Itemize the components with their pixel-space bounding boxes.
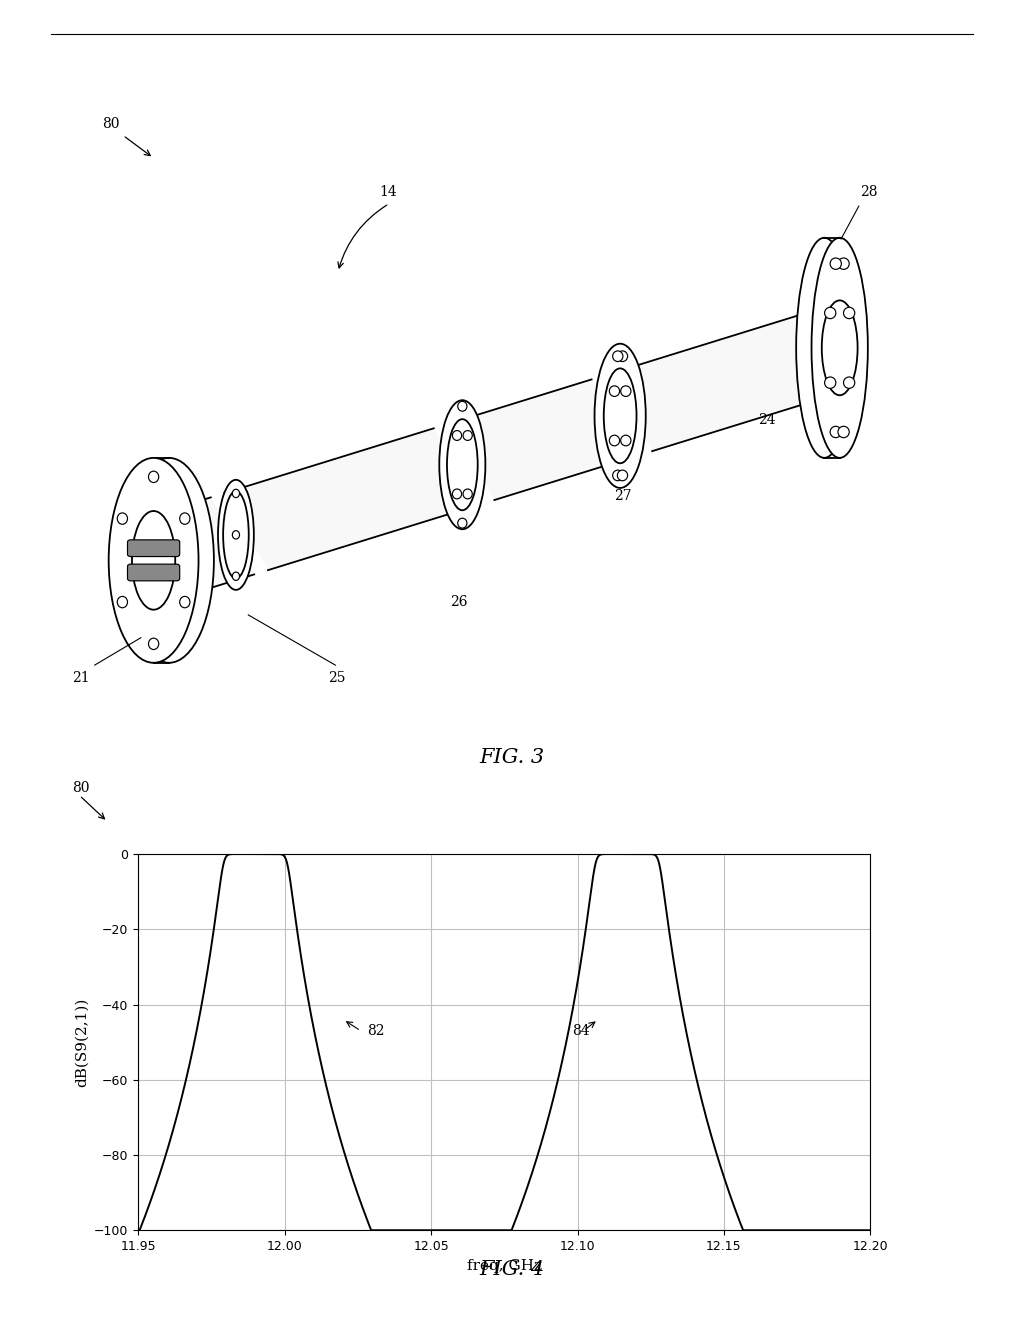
Ellipse shape — [609, 385, 620, 396]
Ellipse shape — [179, 597, 189, 607]
Ellipse shape — [132, 511, 175, 610]
Ellipse shape — [118, 513, 128, 524]
Text: 82: 82 — [367, 1023, 384, 1038]
Ellipse shape — [148, 638, 159, 649]
Ellipse shape — [232, 490, 240, 498]
FancyBboxPatch shape — [127, 540, 179, 557]
Ellipse shape — [124, 458, 214, 663]
Ellipse shape — [463, 488, 472, 499]
Text: 80: 80 — [102, 116, 120, 131]
Ellipse shape — [830, 257, 842, 269]
Ellipse shape — [218, 479, 254, 590]
Text: 26: 26 — [451, 595, 468, 609]
Ellipse shape — [797, 238, 852, 458]
Y-axis label: dB(S9(2,1)): dB(S9(2,1)) — [75, 998, 89, 1086]
Ellipse shape — [453, 430, 462, 441]
Ellipse shape — [609, 436, 620, 446]
Ellipse shape — [822, 301, 858, 395]
Ellipse shape — [844, 308, 855, 318]
Ellipse shape — [617, 351, 628, 362]
FancyBboxPatch shape — [127, 564, 179, 581]
Ellipse shape — [811, 238, 868, 458]
Text: 24: 24 — [758, 413, 775, 426]
Ellipse shape — [595, 343, 646, 488]
Text: FIG. 3: FIG. 3 — [479, 748, 545, 767]
Ellipse shape — [232, 572, 240, 581]
Polygon shape — [608, 312, 855, 451]
Polygon shape — [451, 379, 635, 500]
Ellipse shape — [824, 308, 836, 318]
Polygon shape — [145, 498, 254, 594]
Ellipse shape — [458, 401, 467, 412]
Ellipse shape — [824, 378, 836, 388]
Text: 25: 25 — [328, 671, 345, 685]
Ellipse shape — [109, 458, 199, 663]
Ellipse shape — [830, 426, 842, 438]
Ellipse shape — [604, 368, 637, 463]
Text: FIG. 4: FIG. 4 — [479, 1261, 545, 1279]
Text: 27: 27 — [614, 488, 632, 503]
Text: 21: 21 — [72, 671, 89, 685]
Ellipse shape — [463, 430, 472, 441]
Ellipse shape — [621, 385, 631, 396]
Ellipse shape — [621, 436, 631, 446]
X-axis label: freq, GHz: freq, GHz — [467, 1258, 542, 1272]
Ellipse shape — [223, 491, 249, 578]
Ellipse shape — [148, 471, 159, 483]
Text: 28: 28 — [860, 185, 878, 199]
Ellipse shape — [118, 597, 128, 607]
Polygon shape — [224, 428, 477, 570]
Ellipse shape — [179, 513, 189, 524]
Ellipse shape — [612, 470, 623, 480]
Ellipse shape — [844, 378, 855, 388]
Ellipse shape — [617, 470, 628, 480]
Ellipse shape — [838, 257, 849, 269]
Ellipse shape — [838, 426, 849, 438]
Text: 14: 14 — [379, 185, 396, 199]
Ellipse shape — [232, 531, 240, 539]
Text: 84: 84 — [571, 1023, 589, 1038]
Text: 80: 80 — [72, 781, 89, 795]
Ellipse shape — [439, 400, 485, 529]
Ellipse shape — [447, 420, 478, 511]
Ellipse shape — [612, 351, 623, 362]
Ellipse shape — [458, 519, 467, 528]
Ellipse shape — [453, 488, 462, 499]
